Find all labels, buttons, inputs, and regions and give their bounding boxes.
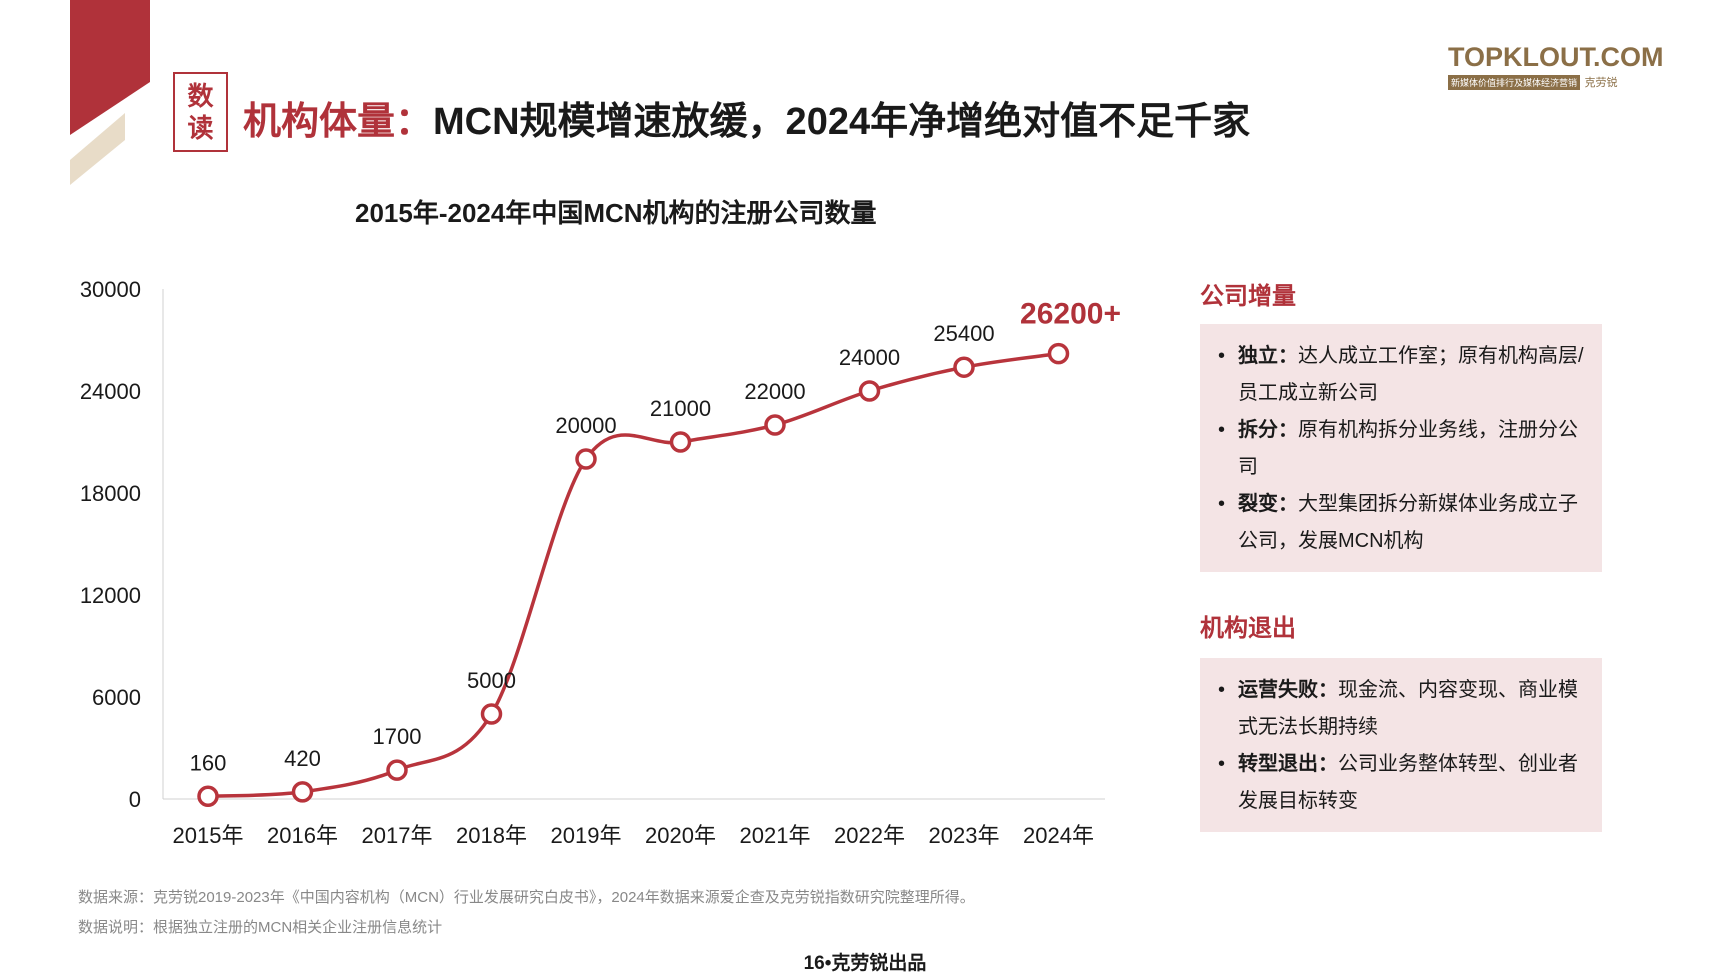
badge-char-bottom: 读 [187,113,214,143]
bullet-dot: • [1218,419,1226,441]
exit-item-label: 转型退出： [1238,753,1338,775]
exit-item-body: 现金流、内容变现、商业模式无法长期持续 [1238,679,1578,738]
x-tick-label: 2019年 [551,823,622,848]
increase-item-body: 大型集团拆分新媒体业务成立子公司，发展MCN机构 [1238,493,1578,552]
data-label: 24000 [839,345,900,370]
y-tick-label: 6000 [92,685,141,710]
exit-item-body: 公司业务整体转型、创业者发展目标转变 [1238,753,1578,812]
logo-brand: 克劳锐 [1584,77,1618,89]
page-footer: 16•克劳锐出品 [803,953,927,974]
badge-char-top: 数 [187,81,214,111]
brand-logo: TOPKLOUT.COM 新媒体价值排行及媒体经济营销 克劳锐 [1448,42,1664,91]
data-point [669,431,692,453]
increase-item-label: 裂变： [1238,493,1298,515]
series-line [207,351,1059,799]
data-point [386,759,408,781]
increase-item: • 裂变：大型集团拆分新媒体业务成立子公司，发展MCN机构 [1212,486,1590,560]
y-tick-label: 18000 [80,481,141,506]
bullet-dot: • [1218,679,1226,701]
bullet-dot: • [1218,345,1226,367]
data-label: 1700 [373,724,422,749]
chart-title: 2015年-2024年中国MCN机构的注册公司数量 [355,198,877,228]
x-tick-label: 2023年 [929,823,1000,848]
increase-item-text: 裂变：大型集团拆分新媒体业务成立子公司，发展MCN机构 [1238,486,1590,560]
exit-item: • 运营失败：现金流、内容变现、商业模式无法长期持续 [1212,672,1590,746]
data-point [953,356,975,378]
increase-item-label: 拆分： [1238,419,1298,441]
increase-item-text: 独立：达人成立工作室；原有机构高层/员工成立新公司 [1238,338,1590,412]
data-label: 20000 [555,413,616,438]
page-title-rest: MCN规模增速放缓，2024年净增绝对值不足千家 [433,101,1251,143]
increase-panel: • 独立：达人成立工作室；原有机构高层/员工成立新公司 • 拆分：原有机构拆分业务线，… [1200,324,1602,572]
x-tick-label: 2018年 [456,823,527,848]
increase-item-body: 原有机构拆分业务线，注册分公司 [1238,419,1578,478]
x-tick-label: 2021年 [740,823,811,848]
logo-wordmark: TOPKLOUT.COM [1448,42,1664,72]
data-point [480,703,503,725]
data-point [858,380,881,402]
increase-item: • 独立：达人成立工作室；原有机构高层/员工成立新公司 [1212,338,1590,412]
data-point [764,414,786,436]
increase-item-body: 达人成立工作室；原有机构高层/员工成立新公司 [1238,345,1584,404]
increase-item-label: 独立： [1238,345,1298,367]
data-point [1047,342,1070,365]
data-source-note: 数据来源：克劳锐2019-2023年《中国内容机构（MCN）行业发展研究白皮书》… [78,889,975,906]
bullet-dot: • [1218,753,1226,775]
corner-decoration [70,0,150,185]
data-point [197,785,219,808]
exit-item-label: 运营失败： [1238,679,1338,701]
increase-section-title: 公司增量 [1200,283,1296,310]
y-tick-label: 0 [129,787,141,812]
data-label: 160 [190,750,227,775]
logo-tagline: 新媒体价值排行及媒体经济营销 [1448,75,1581,90]
exit-panel: • 运营失败：现金流、内容变现、商业模式无法长期持续 • 转型退出：公司业务整体转型、… [1200,658,1602,832]
exit-section-title: 机构退出 [1200,615,1296,642]
x-tick-label: 2017年 [362,823,433,848]
line-chart: 0 6000 12000 18000 24000 30000 2015年 2016年 2017年… [80,277,1121,848]
data-point [575,448,597,470]
x-tick-label: 2016年 [267,823,338,848]
x-tick-label: 2020年 [645,823,716,848]
page-title: 机构体量：MCN规模增速放缓，2024年净增绝对值不足千家 [243,90,1250,145]
y-tick-label: 24000 [80,379,141,404]
data-label: 5000 [467,668,516,693]
y-tick-label: 12000 [80,583,141,608]
exit-item-text: 运营失败：现金流、内容变现、商业模式无法长期持续 [1238,672,1590,746]
highlight-data-label: 26200+ [1020,298,1121,331]
exit-item-text: 转型退出：公司业务整体转型、创业者发展目标转变 [1238,746,1590,820]
x-tick-label: 2015年 [173,823,244,848]
bullet-dot: • [1218,493,1226,515]
data-label: 22000 [744,379,805,404]
increase-item: • 拆分：原有机构拆分业务线，注册分公司 [1212,412,1590,486]
y-tick-label: 30000 [80,277,141,302]
data-label: 21000 [650,396,711,421]
x-tick-label: 2024年 [1023,823,1094,848]
exit-item: • 转型退出：公司业务整体转型、创业者发展目标转变 [1212,746,1590,820]
data-label: 420 [284,746,321,771]
data-point [291,781,314,803]
page-title-accent: 机构体量： [243,101,434,143]
data-explanation-note: 数据说明：根据独立注册的MCN相关企业注册信息统计 [78,919,443,936]
x-tick-label: 2022年 [834,823,905,848]
data-label: 25400 [933,321,994,346]
section-badge: 数 读 [173,72,228,152]
increase-item-text: 拆分：原有机构拆分业务线，注册分公司 [1238,412,1590,486]
